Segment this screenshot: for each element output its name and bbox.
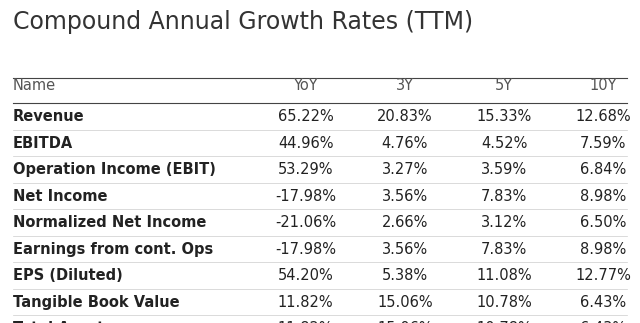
Text: 7.83%: 7.83% — [481, 189, 527, 203]
Text: 12.68%: 12.68% — [575, 109, 631, 124]
Text: 7.83%: 7.83% — [481, 242, 527, 256]
Text: 6.43%: 6.43% — [580, 321, 627, 323]
Text: 5Y: 5Y — [495, 78, 513, 93]
Text: -17.98%: -17.98% — [275, 189, 336, 203]
Text: 6.84%: 6.84% — [580, 162, 627, 177]
Text: 6.43%: 6.43% — [580, 295, 627, 309]
Text: 54.20%: 54.20% — [278, 268, 333, 283]
Text: 65.22%: 65.22% — [278, 109, 333, 124]
Text: 5.38%: 5.38% — [381, 268, 428, 283]
Text: 7.59%: 7.59% — [580, 136, 627, 151]
Text: 53.29%: 53.29% — [278, 162, 333, 177]
Text: 4.76%: 4.76% — [381, 136, 428, 151]
Text: 12.77%: 12.77% — [575, 268, 631, 283]
Text: 3Y: 3Y — [396, 78, 414, 93]
Text: EPS (Diluted): EPS (Diluted) — [13, 268, 122, 283]
Text: Name: Name — [13, 78, 56, 93]
Text: Tangible Book Value: Tangible Book Value — [13, 295, 179, 309]
Text: 10.78%: 10.78% — [476, 295, 532, 309]
Text: Net Income: Net Income — [13, 189, 108, 203]
Text: 3.56%: 3.56% — [381, 242, 428, 256]
Text: 8.98%: 8.98% — [580, 242, 627, 256]
Text: 11.08%: 11.08% — [476, 268, 532, 283]
Text: -21.06%: -21.06% — [275, 215, 336, 230]
Text: Compound Annual Growth Rates (TTM): Compound Annual Growth Rates (TTM) — [13, 10, 473, 34]
Text: 11.82%: 11.82% — [278, 321, 333, 323]
Text: 3.59%: 3.59% — [481, 162, 527, 177]
Text: 2.66%: 2.66% — [381, 215, 428, 230]
Text: 10Y: 10Y — [589, 78, 617, 93]
Text: 4.52%: 4.52% — [481, 136, 527, 151]
Text: 3.12%: 3.12% — [481, 215, 527, 230]
Text: Total Assets: Total Assets — [13, 321, 113, 323]
Text: 8.98%: 8.98% — [580, 189, 627, 203]
Text: Revenue: Revenue — [13, 109, 84, 124]
Text: 3.56%: 3.56% — [381, 189, 428, 203]
Text: 44.96%: 44.96% — [278, 136, 333, 151]
Text: Normalized Net Income: Normalized Net Income — [13, 215, 206, 230]
Text: 11.82%: 11.82% — [278, 295, 333, 309]
Text: 6.50%: 6.50% — [580, 215, 627, 230]
Text: 20.83%: 20.83% — [377, 109, 433, 124]
Text: Operation Income (EBIT): Operation Income (EBIT) — [13, 162, 216, 177]
Text: 15.06%: 15.06% — [377, 321, 433, 323]
Text: 15.06%: 15.06% — [377, 295, 433, 309]
Text: 10.78%: 10.78% — [476, 321, 532, 323]
Text: YoY: YoY — [293, 78, 318, 93]
Text: 15.33%: 15.33% — [476, 109, 532, 124]
Text: Earnings from cont. Ops: Earnings from cont. Ops — [13, 242, 213, 256]
Text: 3.27%: 3.27% — [381, 162, 428, 177]
Text: -17.98%: -17.98% — [275, 242, 336, 256]
Text: EBITDA: EBITDA — [13, 136, 73, 151]
